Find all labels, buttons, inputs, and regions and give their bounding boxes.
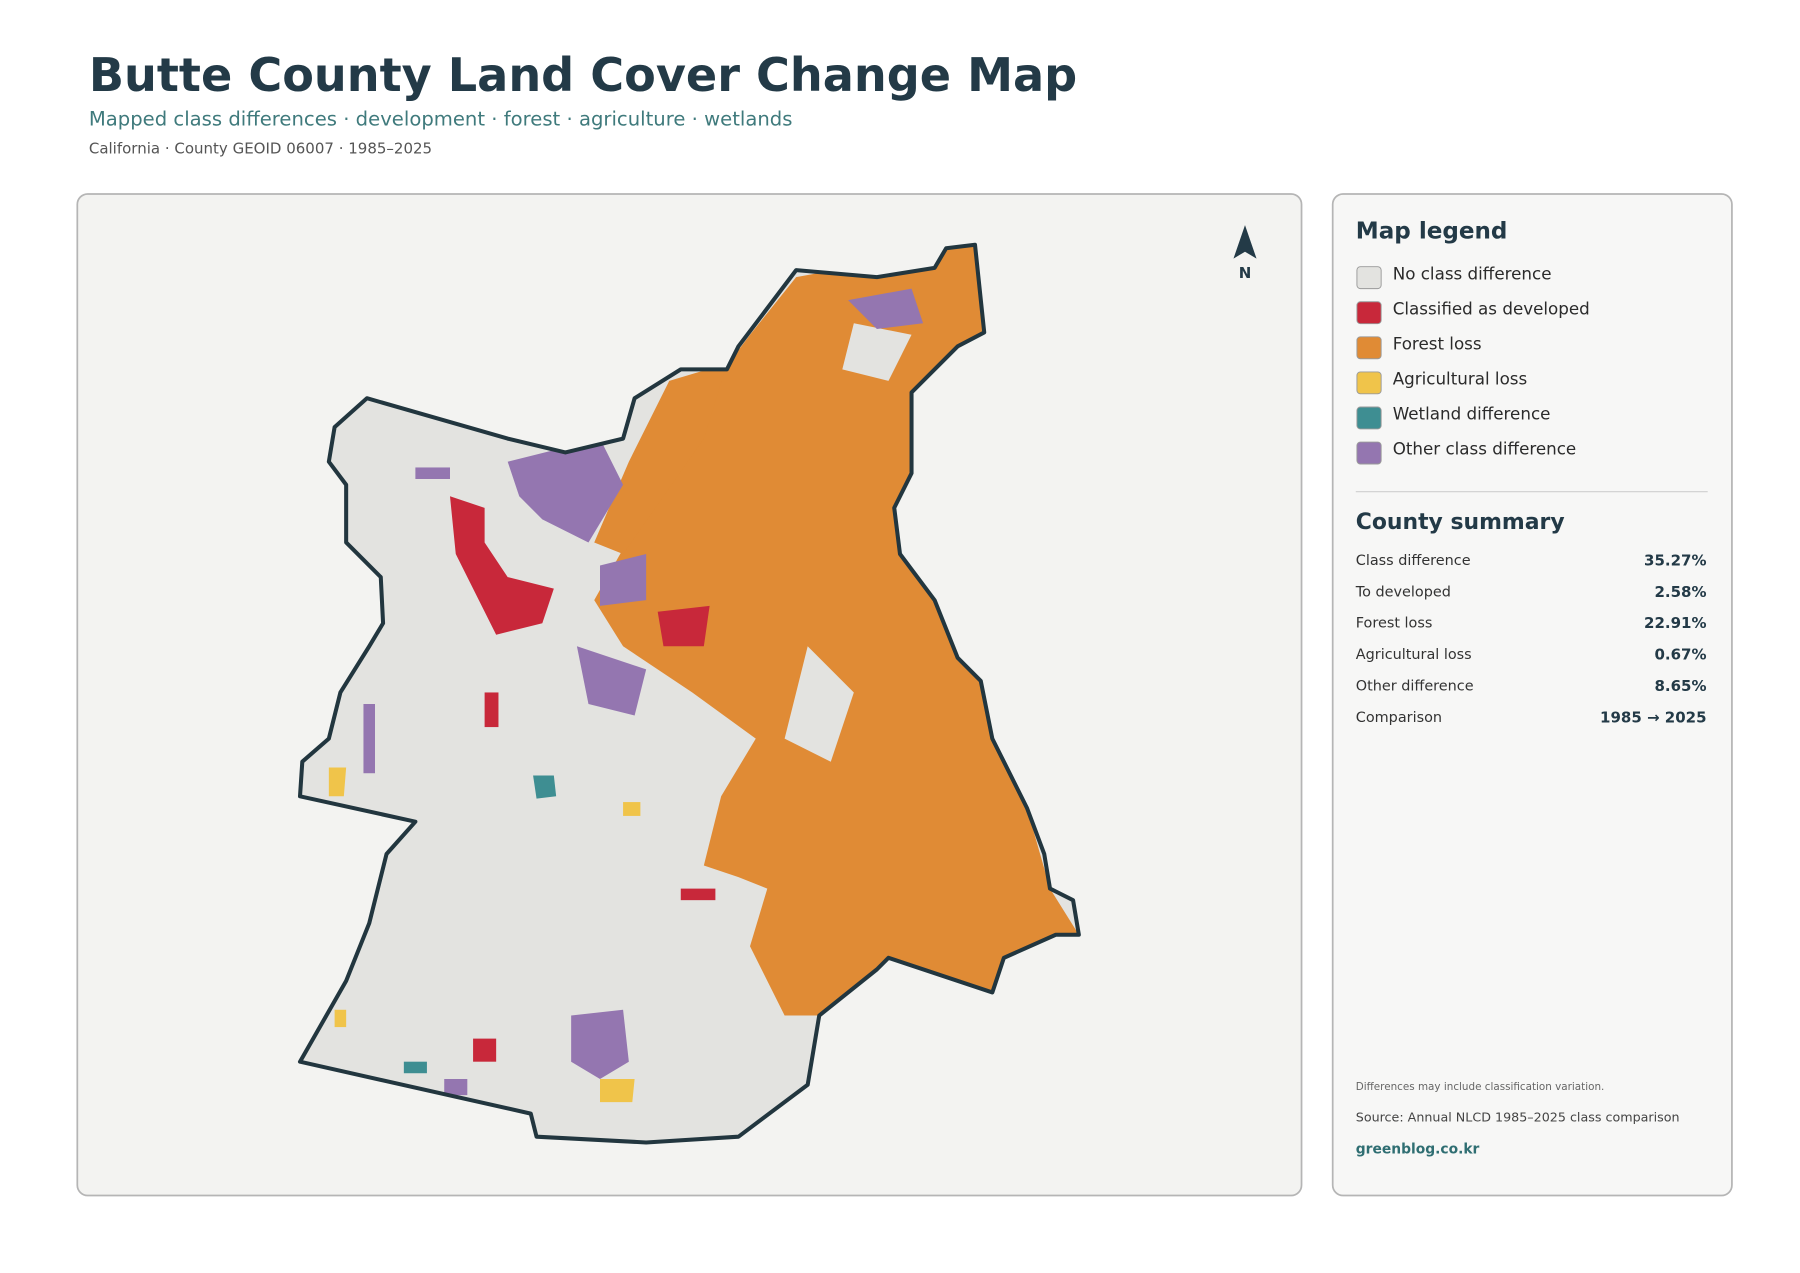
legend-swatch	[1356, 441, 1382, 465]
subtitle: Mapped class differences · development ·…	[89, 108, 793, 131]
legend-label: No class difference	[1393, 263, 1552, 283]
legend-label: Classified as developed	[1393, 298, 1590, 318]
summary-value: 22.91%	[1644, 614, 1706, 632]
developed-area	[450, 496, 554, 635]
legend-title: Map legend	[1356, 219, 1508, 245]
summary-label: To developed	[1355, 584, 1451, 600]
legend-label: Agricultural loss	[1393, 369, 1528, 389]
agricultural-loss-area	[600, 1079, 635, 1103]
other-change-area	[444, 1079, 468, 1096]
agricultural-loss-area	[623, 802, 641, 816]
summary-value: 35.27%	[1644, 551, 1706, 569]
summary-value: 0.67%	[1654, 646, 1706, 664]
other-change-area	[848, 288, 924, 329]
summary-label: Agricultural loss	[1356, 647, 1472, 663]
legend-label: Wetland difference	[1393, 404, 1551, 424]
legend-list: No class difference Classified as develop…	[1356, 263, 1590, 465]
legend-label: Forest loss	[1393, 333, 1482, 353]
legend-label: Other class difference	[1393, 439, 1577, 459]
footnote: Differences may include classification v…	[1356, 1081, 1605, 1093]
wetland-area	[403, 1061, 427, 1074]
no-change-area	[842, 323, 912, 381]
other-change-area	[415, 467, 450, 479]
north-label: N	[1239, 264, 1252, 282]
developed-area	[473, 1038, 497, 1062]
summary-value: 2.58%	[1654, 583, 1706, 601]
summary-value: 1985 → 2025	[1600, 708, 1707, 726]
other-change-area	[571, 1009, 629, 1079]
forest-loss-area	[594, 244, 1079, 1016]
legend-swatch	[1356, 406, 1382, 430]
north-arrow	[1233, 225, 1257, 259]
site-link: greenblog.co.kr	[1356, 1141, 1480, 1157]
other-change-area	[507, 438, 624, 543]
meta: California · County GEOID 06007 · 1985–2…	[89, 140, 432, 158]
legend-swatch	[1356, 301, 1382, 325]
forest-loss-area	[594, 363, 727, 554]
developed-area	[657, 605, 710, 647]
developed-area	[484, 692, 499, 728]
other-change-area	[600, 554, 647, 606]
source: Source: Annual NLCD 1985–2025 class comp…	[1356, 1110, 1680, 1125]
summary-list: Class difference 35.27% To developed 2.58% F…	[1355, 551, 1707, 726]
summary-label: Class difference	[1356, 553, 1471, 569]
summary-label: Other difference	[1356, 678, 1474, 694]
agricultural-loss-area	[334, 1009, 347, 1028]
summary-label: Comparison	[1356, 710, 1442, 726]
legend-panel	[1331, 193, 1733, 1197]
other-change-area	[363, 704, 375, 774]
agricultural-loss-area	[328, 767, 347, 797]
legend-swatch	[1356, 266, 1382, 290]
page-title: Butte County Land Cover Change Map	[89, 48, 1077, 102]
county-boundary	[297, 242, 1081, 1145]
summary-value: 8.65%	[1654, 677, 1706, 695]
wetland-area	[533, 775, 557, 799]
legend-swatch	[1356, 336, 1382, 360]
summary-title: County summary	[1356, 510, 1565, 535]
summary-label: Forest loss	[1356, 616, 1433, 632]
developed-area	[680, 888, 716, 901]
legend-swatch	[1356, 371, 1382, 395]
